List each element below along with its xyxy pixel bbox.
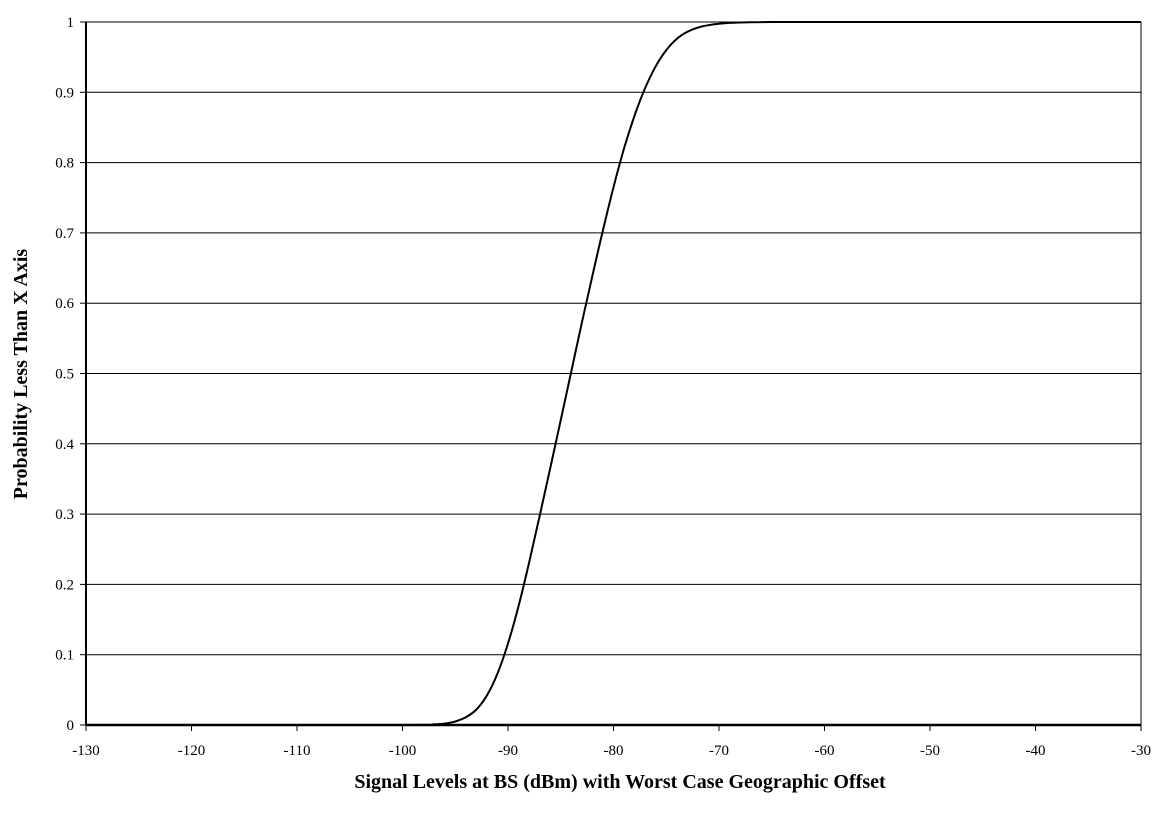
y-tick-label: 0.1 <box>55 648 74 664</box>
x-tick-label: -90 <box>498 743 518 759</box>
y-tick-label: 0.3 <box>55 507 74 523</box>
y-tick-label: 0.9 <box>55 85 74 101</box>
x-tick-label: -70 <box>709 743 729 759</box>
x-tick-label: -30 <box>1131 743 1151 759</box>
tick-labels: 0 0.1 0.2 0.3 0.4 0.5 0.6 0.7 0.8 0.9 1 -130 -120 -11… <box>55 15 1151 759</box>
axes <box>80 21 1142 731</box>
y-tick-label: 0.5 <box>55 367 74 383</box>
y-tick-label: 0.2 <box>55 577 74 593</box>
x-tick-label: -120 <box>178 743 206 759</box>
x-tick-label: -130 <box>72 743 100 759</box>
x-tick-label: -80 <box>604 743 624 759</box>
x-tick-label: -60 <box>815 743 835 759</box>
x-axis-title: Signal Levels at BS (dBm) with Worst Cas… <box>354 771 886 793</box>
x-tick-label: -110 <box>284 743 311 759</box>
series-line <box>85 20 1141 727</box>
y-axis-title: Probability Less Than X Axis <box>10 249 32 500</box>
x-tick-label: -40 <box>1026 743 1046 759</box>
x-tick-label: -50 <box>920 743 940 759</box>
y-tick-label: 0 <box>67 718 75 734</box>
series-layer <box>85 20 1141 727</box>
x-tick-label: -100 <box>389 743 417 759</box>
y-tick-label: 1 <box>67 15 75 31</box>
y-tick-label: 0.6 <box>55 296 74 312</box>
y-tick-label: 0.4 <box>55 437 74 453</box>
gridlines <box>86 21 1141 656</box>
y-tick-label: 0.7 <box>55 226 74 242</box>
y-tick-label: 0.8 <box>55 156 74 172</box>
